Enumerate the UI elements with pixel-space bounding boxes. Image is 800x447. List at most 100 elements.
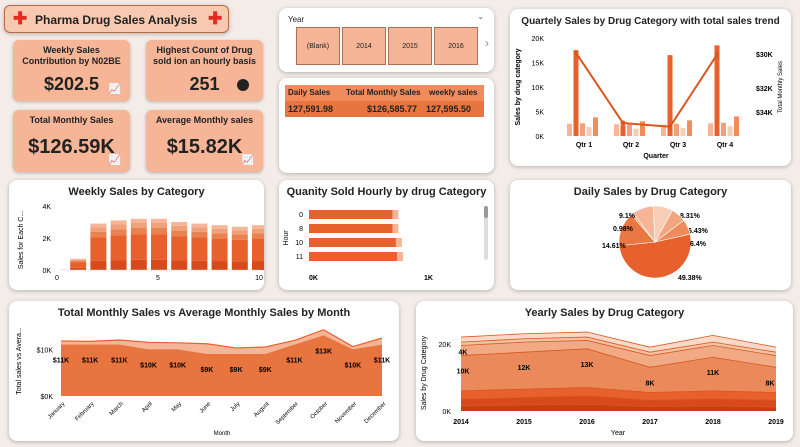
x-tick-label: February <box>74 401 95 422</box>
y2-tick-label: $30K <box>756 52 773 59</box>
chart-title: Quartely Sales by Drug Category with tot… <box>521 16 780 27</box>
bar <box>593 117 598 136</box>
slicer-option[interactable]: 2016 <box>434 27 478 65</box>
bar-segment <box>231 230 248 235</box>
slicer-option[interactable]: 2015 <box>388 27 432 65</box>
bar-segment <box>397 252 403 261</box>
data-label: $13K <box>315 348 332 355</box>
table-header: Total Monthly Sales <box>346 88 421 97</box>
x-tick-label: 2017 <box>642 419 658 426</box>
y2-axis-label: Total Monthly Sales <box>778 61 784 113</box>
x-tick-label: 2015 <box>516 419 532 426</box>
table-header: Daily Sales <box>288 88 331 97</box>
table-cell: 127,595.50 <box>426 104 472 114</box>
y-tick-label: 0K <box>442 409 451 416</box>
title-banner: ✚ Pharma Drug Sales Analysis ✚ <box>4 5 229 33</box>
y-tick-label: 0K <box>535 134 544 141</box>
monthly-chart-panel: Total Monthly Sales vs Average Monthly S… <box>9 301 399 441</box>
y-axis-label: Sales for Each C... <box>18 211 25 269</box>
chart-title: Weekly Sales by Category <box>68 186 205 198</box>
bar-segment <box>130 218 147 223</box>
x-axis-label: Quarter <box>643 153 669 160</box>
bar-segment <box>252 228 264 234</box>
bar-segment <box>231 261 248 270</box>
chart-title: Total Monthly Sales vs Average Monthly S… <box>57 307 351 319</box>
bar-segment <box>392 224 399 233</box>
hourly-chart-panel: Quanity Sold Hourly by drug Category Hou… <box>279 180 494 290</box>
y2-tick-label: $34K <box>756 110 773 117</box>
slicer-option[interactable]: 2014 <box>342 27 386 65</box>
average-area <box>61 335 382 396</box>
bar-chart-icon: 📈 <box>108 84 121 95</box>
chevron-right-icon[interactable]: › <box>485 36 489 50</box>
pie-slice <box>618 233 692 279</box>
kpi-label: Highest Count of Drug sold ion an hourly… <box>152 45 257 66</box>
quarterly-chart: 0K 5K 10K 15K 20K $30K $32K $34K Sales by drug c… <box>515 36 784 160</box>
hourly-chart: Hour 0 8 10 11 0K 1K <box>283 210 433 282</box>
slicer-title: Year <box>288 15 305 24</box>
x-tick-label: 5 <box>156 275 160 282</box>
x-tick-label: July <box>230 401 242 413</box>
bar-segment <box>70 258 87 260</box>
x-tick-label: December <box>364 401 388 425</box>
bar-segment <box>70 267 87 270</box>
x-tick-label: November <box>334 401 358 425</box>
bar-segment <box>211 238 228 262</box>
quarterly-chart-panel: Quartely Sales by Drug Category with tot… <box>510 9 791 166</box>
x-tick-label: 1K <box>424 275 433 282</box>
y-tick-label: 15K <box>532 61 545 68</box>
kpi-label: Total Monthly Sales <box>29 115 114 125</box>
series-line <box>460 331 777 348</box>
total-line <box>60 329 383 349</box>
bar-segment <box>191 227 208 232</box>
bar-segment <box>110 260 127 270</box>
chevron-down-icon[interactable]: ⌄ <box>477 12 484 21</box>
data-label: $9K <box>200 367 213 374</box>
data-label: 8K <box>646 380 655 387</box>
slicer-option[interactable]: (Blank) <box>296 27 340 65</box>
bar <box>667 55 673 136</box>
bar-segment <box>110 220 127 225</box>
data-label: 11K <box>707 370 719 377</box>
bar <box>573 50 579 136</box>
weekly-chart: 0K 2K 4K Sales for Each C... 0 5 10 <box>18 204 264 282</box>
bar-segment <box>211 233 228 239</box>
series-line <box>460 387 777 393</box>
bar-segment <box>90 231 107 238</box>
data-label: $11K <box>286 358 302 365</box>
x-tick-label: 0 <box>55 275 59 282</box>
yearly-chart-panel: Yearly Sales by Drug Category 0K 20K Sales… <box>416 301 793 441</box>
bar <box>309 224 397 233</box>
pie-slice <box>654 219 691 243</box>
data-label: $10K <box>169 362 186 369</box>
table-cell: 127,591.98 <box>288 104 334 114</box>
bar-segment <box>90 260 107 270</box>
kpi-value: $15.82K <box>166 136 243 158</box>
series-line <box>460 395 777 401</box>
x-axis-label: Year <box>611 430 626 437</box>
bar-segment <box>70 260 87 263</box>
bar <box>640 121 645 136</box>
kpi-value: $202.5 <box>43 74 100 94</box>
monthly-area-chart: $0K $10K Total sales vs Avera... Month $11K J… <box>16 327 390 437</box>
x-tick-label: 2016 <box>579 419 595 426</box>
y2-tick-label: $32K <box>756 86 773 93</box>
slice-label: 8.31% <box>680 213 701 220</box>
bar-segment <box>151 218 167 223</box>
bar <box>674 123 679 136</box>
x-tick-label: September <box>275 401 300 426</box>
bar-segment <box>171 222 188 226</box>
data-label: 13K <box>581 362 594 369</box>
bar-segment <box>191 260 208 270</box>
x-tick-label: Qtr 4 <box>717 142 733 149</box>
bar-segment <box>171 225 188 231</box>
y-axis-label: Sales by drug category <box>515 48 522 125</box>
summary-table: Daily Sales Total Monthly Sales weekly s… <box>285 85 484 117</box>
bar-segment <box>191 223 208 228</box>
scrollbar[interactable] <box>484 206 488 260</box>
bar <box>708 123 713 136</box>
y-tick-label: 10K <box>532 85 545 92</box>
bar-segment <box>252 225 264 229</box>
x-tick-label: May <box>171 401 183 413</box>
kpi-value: $126.59K <box>28 136 115 158</box>
